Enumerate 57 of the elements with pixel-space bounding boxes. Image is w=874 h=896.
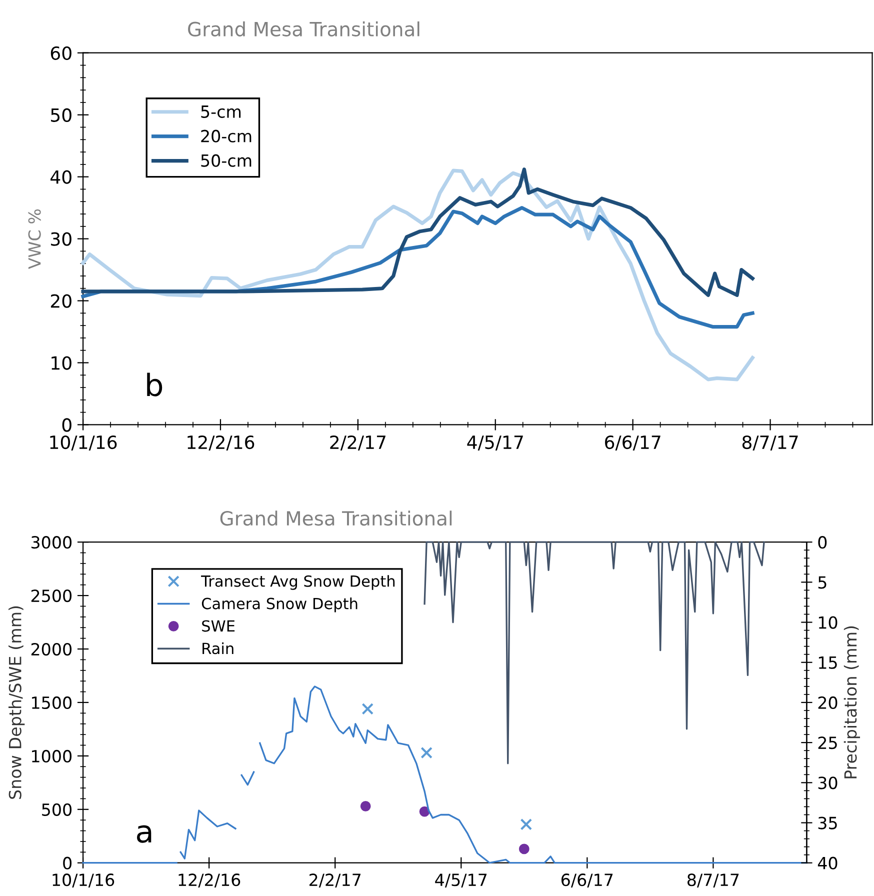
y-tick-label: 1500 [32, 696, 72, 710]
legend-label: Rain [202, 642, 234, 654]
y2-tick-label: 35 [818, 816, 837, 830]
y-axis-title: VWC % [28, 209, 41, 269]
y-tick-label: 500 [42, 803, 72, 816]
y-tick-label: 3000 [31, 536, 72, 549]
line-series [81, 168, 754, 297]
y-tick-label: 0 [63, 856, 72, 870]
legend-label: 5-cm [201, 106, 241, 118]
x-tick-label: 12/2/16 [178, 874, 240, 888]
annotation: b [147, 372, 162, 396]
y-tick-label: 50 [51, 108, 72, 122]
y2-tick-label: 25 [818, 736, 837, 750]
annotation: a [137, 825, 152, 843]
x-tick-label: 4/5/17 [467, 436, 523, 451]
y-tick-label: 60 [50, 46, 72, 60]
legend-label: 50-cm [201, 154, 252, 167]
x-tick-label: 6/6/17 [562, 874, 613, 888]
y-tick-label: 20 [50, 294, 72, 308]
y2-tick-label: 40 [818, 856, 838, 870]
y-tick-label: 10 [52, 356, 72, 370]
x-tick-label: 10/1/16 [52, 874, 114, 888]
point [360, 800, 371, 812]
y2-tick-label: 15 [818, 656, 837, 669]
y2-tick-label: 30 [818, 776, 838, 790]
x-tick-label: 6/6/17 [605, 435, 660, 451]
line-series [424, 541, 765, 764]
y2-axis-title: Precipitation (mm) [844, 626, 860, 778]
x-tick-label: 4/5/17 [435, 874, 487, 888]
legend-label: Transect Avg Snow Depth [201, 575, 395, 590]
y-tick-label: 30 [51, 232, 72, 246]
x-tick-label: 2/2/17 [309, 874, 360, 888]
point [362, 702, 374, 715]
legend-label: SWE [202, 620, 235, 632]
chart-title: Grand Mesa Transitional [220, 510, 452, 526]
y-tick-label: 2500 [31, 590, 72, 602]
x-tick-label: 8/7/17 [688, 874, 739, 888]
y2-tick-label: 10 [818, 616, 838, 629]
point [518, 844, 530, 854]
y2-tick-label: 20 [818, 696, 838, 710]
y-axis-title: Snow Depth/SWE (mm) [8, 606, 25, 799]
legend-label: Camera Snow Depth [202, 598, 358, 612]
y-tick-label: 1000 [32, 750, 72, 762]
legend-label: 20-cm [201, 130, 252, 142]
x-tick-label: 2/2/17 [330, 435, 386, 451]
point [420, 746, 432, 759]
y-tick-label: 40 [50, 170, 72, 184]
y2-tick-label: 5 [818, 576, 826, 589]
chart-title: Grand Mesa Transitional [188, 21, 420, 36]
point [419, 806, 430, 817]
x-tick-label: 12/2/16 [188, 435, 254, 451]
x-tick-label: 8/7/17 [742, 435, 798, 451]
point [520, 818, 532, 830]
y2-tick-label: 0 [818, 536, 827, 549]
y-tick-label: 0 [62, 418, 72, 432]
y-tick-label: 2000 [31, 642, 72, 656]
x-tick-label: 10/1/16 [50, 435, 117, 451]
